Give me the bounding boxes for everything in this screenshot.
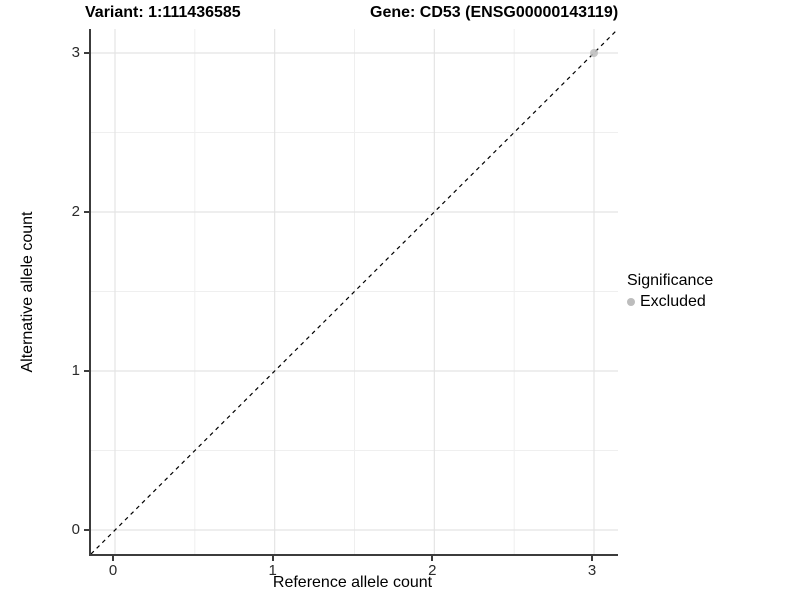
y-axis-tick	[84, 211, 89, 213]
x-axis-tick	[431, 556, 434, 561]
y-axis-tick	[84, 52, 89, 54]
x-axis-tick	[271, 556, 274, 561]
data-point-excluded	[590, 49, 598, 57]
x-tick-label: 0	[108, 562, 118, 579]
plot-canvas	[91, 29, 618, 554]
x-tick-label: 2	[428, 562, 437, 579]
y-tick-label: 0	[71, 521, 80, 538]
x-tick-label: 3	[587, 562, 597, 579]
x-axis-tick	[591, 556, 593, 561]
legend-entry-label: Excluded	[640, 293, 706, 310]
legend: Significance Excluded	[627, 272, 713, 311]
plot-title-gene: Gene: CD53 (ENSG00000143119)	[370, 4, 619, 21]
y-axis-tick	[84, 529, 89, 531]
identity-dashed-line	[91, 29, 618, 554]
y-tick-label: 3	[71, 44, 80, 61]
plot-panel	[89, 29, 618, 556]
y-axis-tick	[84, 370, 89, 372]
y-tick-label: 2	[71, 203, 80, 220]
y-tick-label: 1	[71, 362, 80, 379]
legend-title: Significance	[627, 272, 714, 289]
legend-entry-excluded: Excluded	[627, 293, 713, 311]
x-tick-label: 1	[268, 562, 277, 579]
legend-point-icon	[627, 298, 635, 306]
plot-title-variant: Variant: 1:111436585	[85, 4, 241, 21]
x-axis-tick	[112, 556, 114, 561]
y-axis-title: Alternative allele count	[19, 211, 36, 373]
x-axis-title: Reference allele count	[272, 574, 433, 591]
